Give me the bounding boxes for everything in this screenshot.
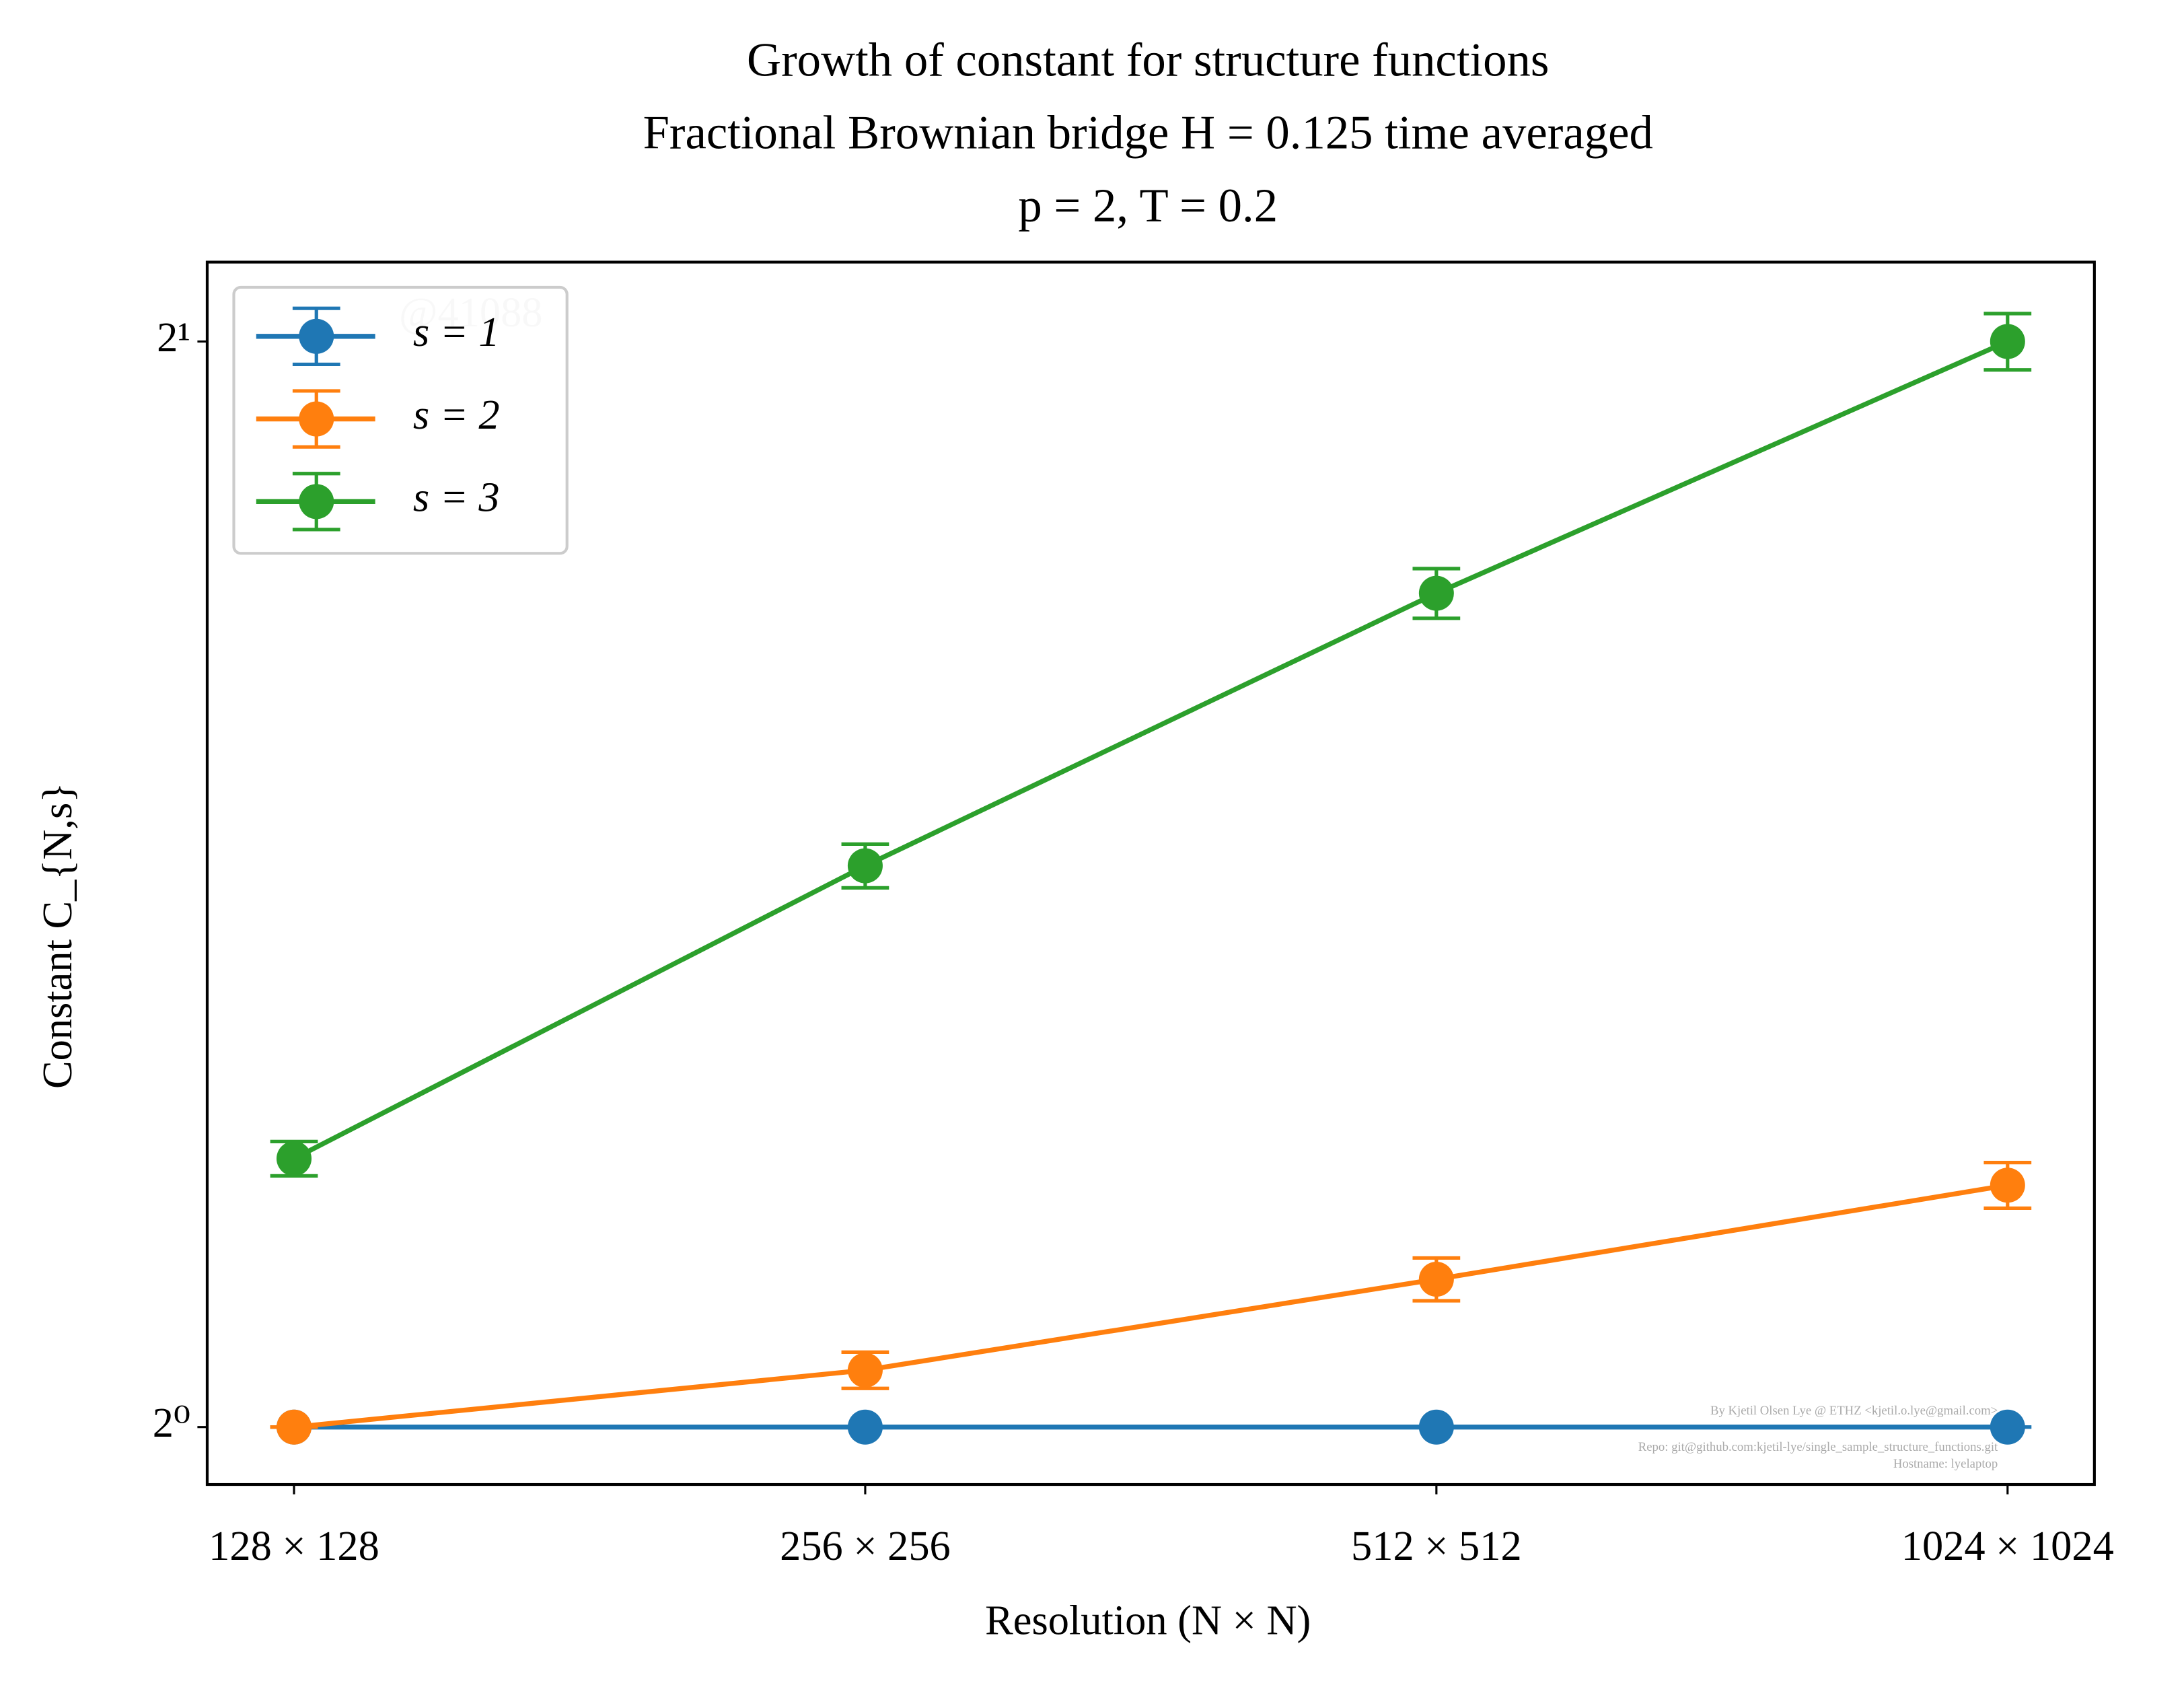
data-point xyxy=(1990,1168,2025,1203)
data-point xyxy=(1418,1261,1454,1297)
data-point xyxy=(1990,1409,2025,1445)
data-point xyxy=(847,848,883,884)
plot-frame xyxy=(205,260,2096,1486)
legend-label: s = 3 xyxy=(413,474,500,521)
data-point xyxy=(276,1409,312,1445)
data-point xyxy=(276,1141,312,1176)
chart-title: p = 2, T = 0.2 xyxy=(1018,180,1278,232)
data-point xyxy=(847,1353,883,1388)
series-line xyxy=(293,1182,2008,1430)
legend-label: s = 1 xyxy=(413,308,500,355)
legend-label: s = 2 xyxy=(413,391,500,438)
y-tick-label: 2¹ xyxy=(157,314,190,361)
footer-note: By Kjetil Olsen Lye @ ETHZ <kjetil.o.lye… xyxy=(1710,1404,1998,1418)
x-tick-label: 128 × 128 xyxy=(209,1522,379,1569)
y-axis-label: Constant C_{N,s} xyxy=(34,783,81,1089)
legend-marker xyxy=(299,318,334,354)
x-tick-label: 256 × 256 xyxy=(780,1522,951,1569)
chart-title: Fractional Brownian bridge H = 0.125 tim… xyxy=(643,107,1653,159)
x-tick-label: 512 × 512 xyxy=(1351,1522,1522,1569)
footer-note: Hostname: lyelaptop xyxy=(1893,1457,1998,1471)
x-tick-label: 1024 × 1024 xyxy=(1901,1522,2114,1569)
data-point xyxy=(1418,575,1454,611)
footer-note: Repo: git@github.com:kjetil-lye/single_s… xyxy=(1638,1440,1998,1454)
legend-marker xyxy=(299,401,334,437)
data-point xyxy=(1990,324,2025,359)
data-point xyxy=(1418,1409,1454,1445)
chart-title: Growth of constant for structure functio… xyxy=(747,34,1549,86)
series-line xyxy=(293,339,2009,1161)
data-point xyxy=(847,1409,883,1445)
y-tick-label: 2⁰ xyxy=(153,1399,190,1446)
legend-marker xyxy=(299,484,334,519)
x-axis-label: Resolution (N × N) xyxy=(985,1596,1311,1643)
